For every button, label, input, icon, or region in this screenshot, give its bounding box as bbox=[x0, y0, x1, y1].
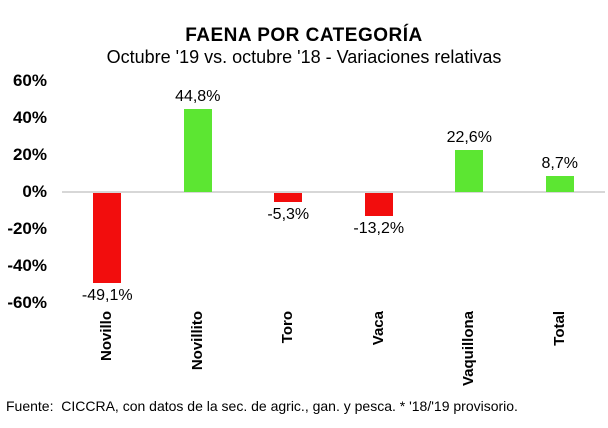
source-note: Fuente: CICCRA, con datos de la sec. de … bbox=[6, 398, 518, 414]
y-axis-tick-label: 0% bbox=[22, 182, 47, 201]
bar-vaca bbox=[364, 193, 393, 217]
y-axis-tick-label: 20% bbox=[12, 145, 47, 164]
x-axis-category-label: Vaca bbox=[369, 311, 387, 346]
y-axis-tick-label: -20% bbox=[7, 219, 47, 238]
data-label-vaca: -13,2% bbox=[353, 220, 405, 238]
data-label-novillito: 44,8% bbox=[175, 88, 221, 106]
x-axis-category-label: Vaquillona bbox=[460, 311, 478, 387]
data-label-toro: -5,3% bbox=[267, 205, 310, 223]
bar-toro bbox=[274, 193, 303, 202]
bar-vaquillona bbox=[455, 150, 484, 192]
data-label-total: 8,7% bbox=[541, 154, 578, 172]
data-label-vaquillona: 22,6% bbox=[446, 129, 492, 147]
y-axis-tick-label: 40% bbox=[12, 108, 47, 127]
x-axis-category-label: Total bbox=[550, 311, 568, 346]
bar-novillito bbox=[183, 109, 212, 192]
x-axis-category-label: Toro bbox=[279, 311, 297, 344]
data-label-novillo: -49,1% bbox=[81, 286, 133, 304]
bar-total bbox=[545, 175, 574, 192]
bar-novillo bbox=[93, 193, 122, 283]
chart-title: FAENA POR CATEGORÍA bbox=[185, 25, 423, 46]
x-axis-category-label: Novillo bbox=[98, 311, 116, 362]
y-axis-tick-label: 60% bbox=[12, 71, 47, 90]
y-axis-tick-label: -40% bbox=[7, 256, 47, 275]
x-axis-zero-line bbox=[62, 191, 605, 193]
y-axis-tick-label: -60% bbox=[7, 293, 47, 312]
x-axis-category-label: Novillito bbox=[188, 311, 206, 371]
chart-subtitle: Octubre '19 vs. octubre '18 - Variacione… bbox=[106, 47, 502, 67]
